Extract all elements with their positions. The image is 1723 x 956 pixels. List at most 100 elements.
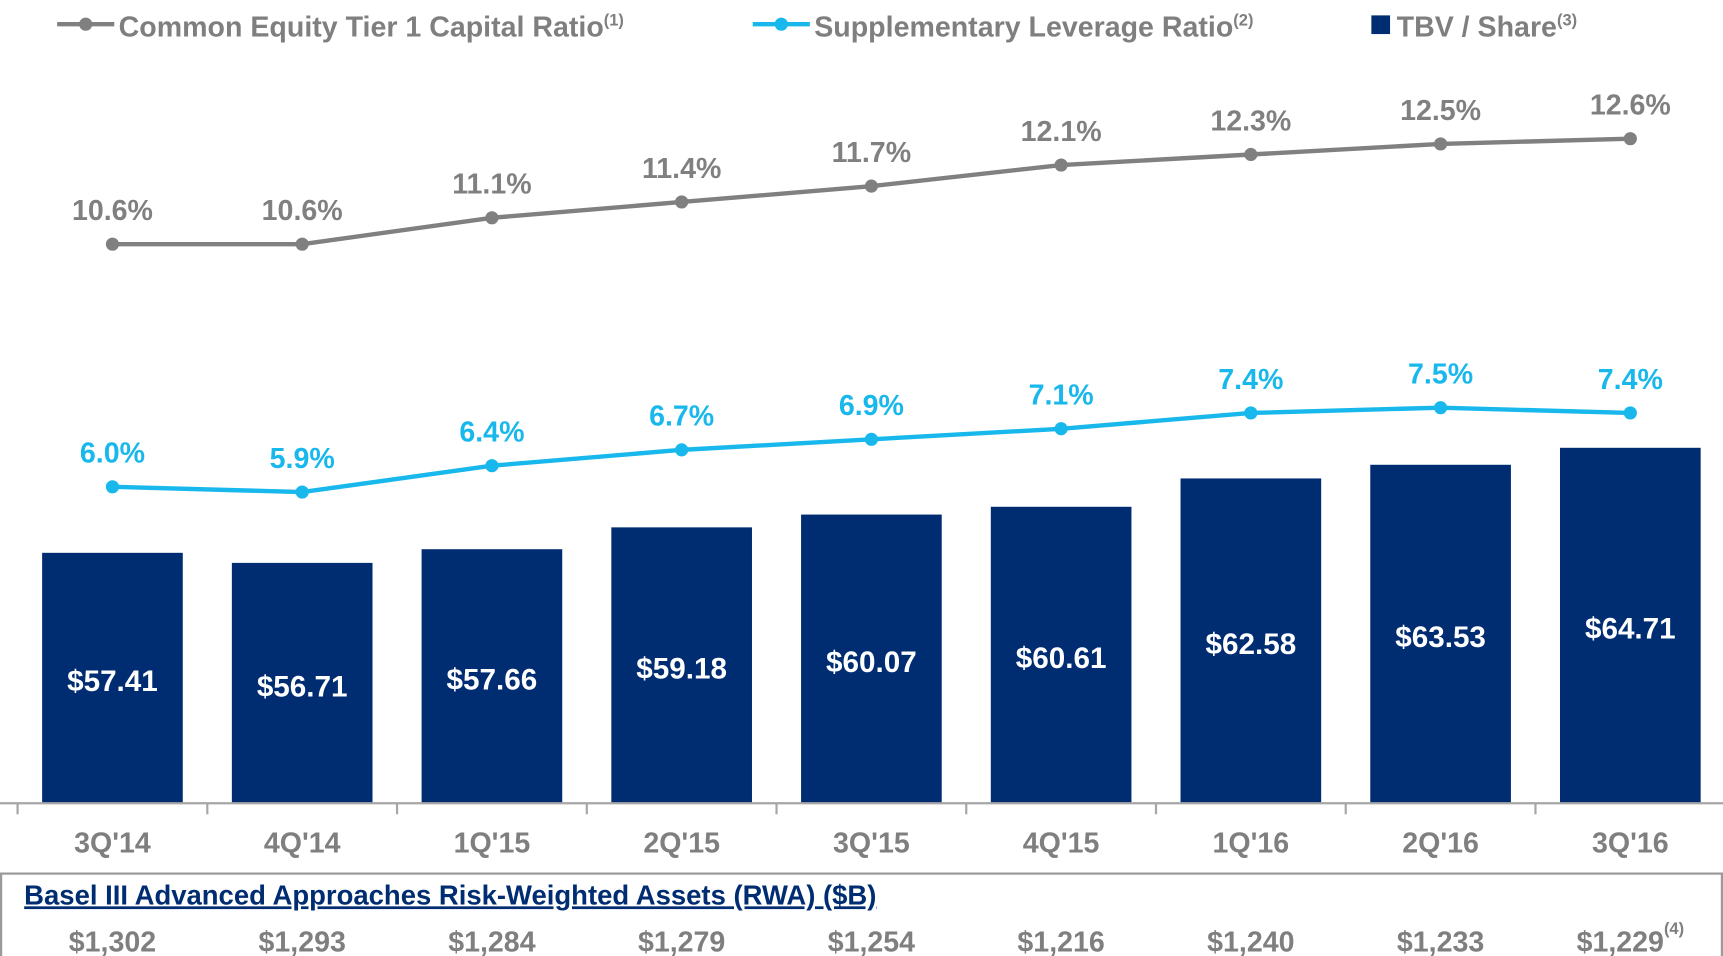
line-point — [675, 195, 689, 209]
bar — [42, 552, 183, 804]
line-point — [295, 237, 309, 251]
bar — [801, 514, 942, 804]
line-value-label: 12.5% — [1400, 95, 1481, 127]
line-point — [675, 443, 689, 457]
rwa-value: $1,240 — [1207, 927, 1294, 956]
line-point — [295, 485, 309, 499]
legend-note: (3) — [1557, 11, 1577, 29]
rwa-number: $1,302 — [69, 927, 156, 956]
legend-name: Common Equity Tier 1 Capital Ratio — [119, 11, 604, 43]
line-value-label: 12.6% — [1590, 90, 1671, 122]
line-value-label: 10.6% — [72, 195, 153, 227]
legend-label: Common Equity Tier 1 Capital Ratio(1) — [119, 11, 624, 43]
bar-value-label: $59.18 — [636, 652, 727, 685]
line-value-label: 7.5% — [1408, 358, 1473, 390]
rwa-number: $1,254 — [828, 927, 915, 956]
rwa-number: $1,229 — [1577, 927, 1664, 956]
legend-item: TBV / Share(3) — [1371, 11, 1577, 43]
legend-note: (2) — [1233, 11, 1253, 29]
line-value-label: 11.7% — [832, 137, 911, 169]
line-point — [105, 480, 120, 494]
rwa-number: $1,293 — [258, 927, 345, 956]
rwa-number: $1,279 — [638, 927, 725, 956]
line-point — [1434, 137, 1448, 151]
rwa-value: $1,216 — [1017, 927, 1104, 956]
x-tick-label: 4Q'14 — [264, 828, 341, 860]
line-point — [1434, 401, 1448, 415]
legend-marker — [79, 17, 93, 31]
line-value-label: 7.4% — [1218, 364, 1283, 396]
line-point — [864, 432, 878, 446]
bar — [1370, 464, 1511, 804]
legend-name: Supplementary Leverage Ratio — [814, 11, 1233, 43]
bar-value-label: $60.07 — [826, 646, 917, 679]
rwa-value: $1,302 — [69, 927, 156, 956]
line-point — [1623, 406, 1637, 420]
line-value-label: 5.9% — [270, 443, 335, 475]
rwa-number: $1,284 — [448, 927, 535, 956]
line-point — [864, 179, 878, 193]
line-value-label: 6.0% — [80, 438, 145, 470]
line-point — [1623, 132, 1637, 146]
rwa-box — [0, 872, 1723, 956]
rwa-number: $1,216 — [1017, 927, 1104, 956]
rwa-number: $1,233 — [1397, 927, 1484, 956]
bar-value-label: $62.58 — [1206, 628, 1297, 661]
x-tick-label: 1Q'15 — [454, 828, 531, 860]
line-point — [1054, 158, 1068, 172]
legend-note: (1) — [604, 11, 624, 29]
x-tick-label: 3Q'15 — [833, 828, 910, 860]
rwa-note: (4) — [1664, 920, 1684, 938]
legend-item: Supplementary Leverage Ratio(2) — [752, 11, 1253, 43]
bar — [611, 527, 752, 804]
rwa-value: $1,284 — [448, 927, 535, 956]
line-value-label: 11.1% — [452, 169, 531, 201]
line-point — [485, 459, 499, 473]
bar-value-label: $56.71 — [257, 670, 348, 703]
line-point — [1054, 422, 1068, 436]
legend-name: TBV / Share — [1397, 11, 1557, 43]
line-value-label: 7.1% — [1029, 380, 1094, 412]
bar — [231, 562, 373, 804]
legend-label: Supplementary Leverage Ratio(2) — [814, 11, 1253, 43]
x-tick-label: 3Q'14 — [74, 828, 151, 860]
rwa-value: $1,279 — [638, 927, 725, 956]
x-tick-label: 3Q'16 — [1592, 828, 1669, 860]
rwa-number: $1,240 — [1207, 927, 1294, 956]
line-value-label: 10.6% — [262, 195, 343, 227]
bar-value-label: $63.53 — [1395, 621, 1486, 654]
line-point — [1244, 147, 1258, 162]
x-tick-label: 4Q'15 — [1023, 828, 1100, 860]
x-tick-label: 2Q'16 — [1402, 828, 1479, 860]
bar-value-label: $57.41 — [67, 665, 158, 698]
bar — [1180, 478, 1322, 804]
line-point — [485, 211, 499, 225]
bar-value-label: $64.71 — [1585, 613, 1676, 646]
line-point — [1244, 406, 1258, 420]
legend-marker — [774, 17, 788, 31]
rwa-title: Basel III Advanced Approaches Risk-Weigh… — [24, 879, 876, 910]
line-point — [105, 237, 120, 251]
bar-value-label: $57.66 — [447, 663, 538, 696]
line-value-label: 7.4% — [1598, 364, 1663, 396]
legend-item: Common Equity Tier 1 Capital Ratio(1) — [57, 11, 624, 43]
line-value-label: 6.9% — [839, 390, 904, 422]
line-value-label: 11.4% — [642, 153, 721, 185]
x-tick-label: 2Q'15 — [643, 828, 720, 860]
x-tick-label: 1Q'16 — [1213, 828, 1290, 860]
rwa-value: $1,233 — [1397, 927, 1484, 956]
line-value-label: 12.1% — [1021, 116, 1102, 148]
bar — [1560, 447, 1701, 804]
line-value-label: 6.4% — [459, 417, 524, 449]
line-value-label: 6.7% — [649, 401, 714, 433]
bar — [421, 549, 563, 804]
legend-label: TBV / Share(3) — [1397, 11, 1577, 43]
rwa-value: $1,293 — [258, 927, 345, 956]
bar-value-label: $60.61 — [1016, 642, 1107, 675]
rwa-value: $1,254 — [828, 927, 915, 956]
legend-swatch — [1371, 15, 1391, 35]
line-value-label: 12.3% — [1210, 105, 1291, 137]
bar — [990, 506, 1132, 804]
